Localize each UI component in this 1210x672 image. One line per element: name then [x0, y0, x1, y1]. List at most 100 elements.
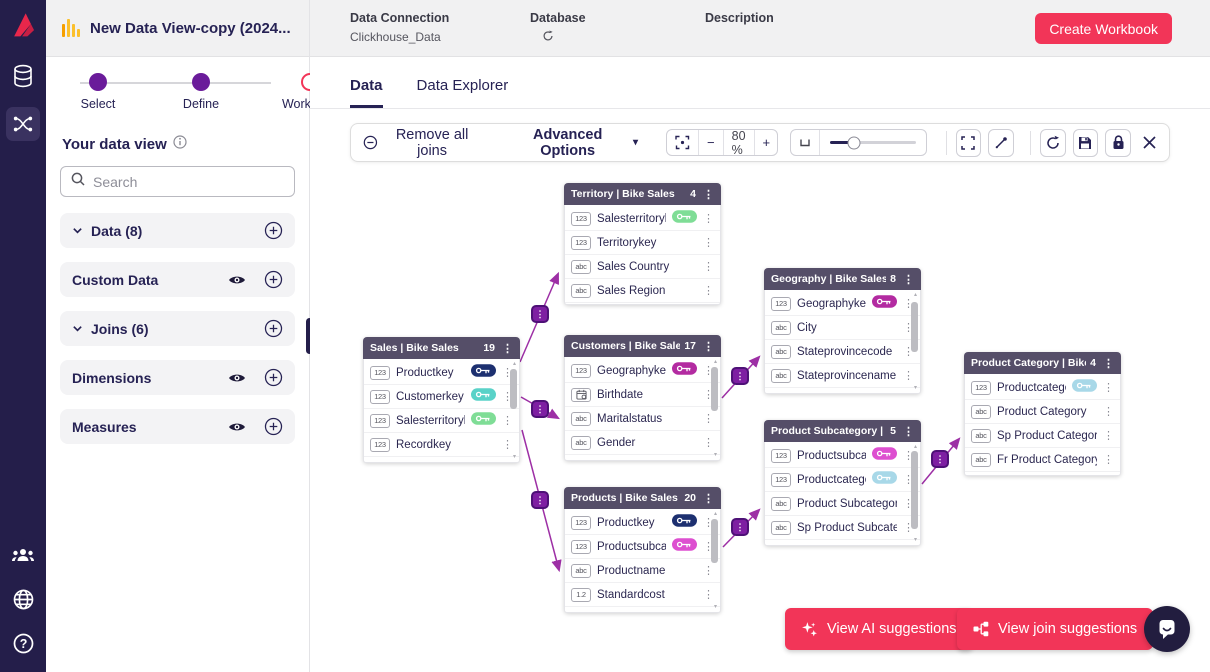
field-row[interactable]: Birthdate ⋮ — [565, 383, 720, 407]
scroll-up-icon[interactable]: ▴ — [913, 444, 917, 450]
scroll-down-icon[interactable]: ▾ — [913, 537, 917, 543]
field-row[interactable]: 123 Territorykey ⋮ — [565, 231, 720, 255]
field-row[interactable]: abc Fr Product Category ⋮ — [965, 448, 1120, 472]
field-menu-icon[interactable]: ⋮ — [703, 541, 714, 553]
add-icon[interactable] — [264, 368, 283, 387]
field-menu-icon[interactable]: ⋮ — [502, 415, 513, 427]
globe-icon[interactable] — [6, 582, 40, 616]
join-settings-badge[interactable]: ⋮ — [531, 491, 549, 509]
field-row[interactable]: abc Sales Country ⋮ — [565, 255, 720, 279]
field-row[interactable]: 1.2 Standardcost ⋮ — [565, 583, 720, 607]
field-menu-icon[interactable]: ⋮ — [1103, 382, 1114, 394]
scroll-up-icon[interactable]: ▴ — [713, 359, 717, 365]
field-menu-icon[interactable]: ⋮ — [903, 298, 914, 310]
field-menu-icon[interactable]: ⋮ — [903, 522, 914, 534]
field-row[interactable]: abc Productname ⋮ — [565, 559, 720, 583]
search-input[interactable] — [93, 173, 285, 190]
help-icon[interactable]: ? — [6, 626, 40, 660]
table-card-customers[interactable]: Customers | Bike Sales 17 ⋮ 123 Geographykey… — [564, 335, 721, 461]
table-menu-icon[interactable]: ⋮ — [903, 273, 914, 286]
zoom-out-button[interactable]: − — [699, 130, 724, 155]
card-scrollbar[interactable] — [911, 451, 918, 529]
table-menu-icon[interactable]: ⋮ — [903, 425, 914, 438]
field-row[interactable]: abc Stateprovincename ⋮ — [765, 364, 920, 388]
eye-icon[interactable] — [228, 274, 246, 286]
sidebar-group-dimensions[interactable]: Dimensions — [60, 360, 295, 395]
field-menu-icon[interactable]: ⋮ — [703, 413, 714, 425]
add-icon[interactable] — [264, 319, 283, 338]
scroll-up-icon[interactable]: ▴ — [512, 361, 516, 367]
field-menu-icon[interactable]: ⋮ — [703, 437, 714, 449]
create-workbook-button[interactable]: Create Workbook — [1035, 13, 1172, 44]
field-menu-icon[interactable]: ⋮ — [703, 365, 714, 377]
field-row[interactable]: abc City ⋮ — [765, 316, 920, 340]
zoom-slider-thumb[interactable] — [847, 136, 861, 149]
table-card-geography[interactable]: Geography | Bike Sales 8 ⋮ 123 Geographykey ⋮… — [764, 268, 921, 394]
table-card-territory[interactable]: Territory | Bike Sales 4 ⋮ 123 Salesterritor… — [564, 183, 721, 305]
database-nav-icon[interactable] — [6, 59, 40, 93]
scroll-down-icon[interactable]: ▾ — [512, 454, 516, 460]
card-scrollbar[interactable] — [711, 519, 718, 563]
zoom-slider[interactable] — [830, 136, 916, 149]
scroll-down-icon[interactable]: ▾ — [713, 604, 717, 610]
field-menu-icon[interactable]: ⋮ — [703, 213, 714, 225]
field-row[interactable]: abc Product Category ⋮ — [965, 400, 1120, 424]
field-menu-icon[interactable]: ⋮ — [703, 389, 714, 401]
sidebar-group-measures[interactable]: Measures — [60, 409, 295, 444]
add-icon[interactable] — [264, 417, 283, 436]
field-menu-icon[interactable]: ⋮ — [903, 322, 914, 334]
stepper-step-select[interactable]: Select — [66, 73, 130, 111]
table-card-header[interactable]: Sales | Bike Sales 19 ⋮ — [363, 337, 520, 359]
table-menu-icon[interactable]: ⋮ — [703, 492, 714, 505]
table-menu-icon[interactable]: ⋮ — [703, 340, 714, 353]
field-menu-icon[interactable]: ⋮ — [1103, 454, 1114, 466]
card-scrollbar[interactable] — [711, 367, 718, 411]
field-menu-icon[interactable]: ⋮ — [903, 450, 914, 462]
field-row[interactable]: 123 Salesterritorykey ⋮ — [565, 207, 720, 231]
field-row[interactable]: 123 Productcategoryk... ⋮ — [965, 376, 1120, 400]
field-menu-icon[interactable]: ⋮ — [703, 589, 714, 601]
sidebar-resize-handle[interactable] — [306, 318, 313, 354]
add-icon[interactable] — [264, 270, 283, 289]
field-row[interactable]: abc Sp Product Subcateg... ⋮ — [765, 516, 920, 540]
field-row[interactable]: 123 Productsubcat... ⋮ — [565, 535, 720, 559]
scroll-down-icon[interactable]: ▾ — [913, 385, 917, 391]
join-settings-badge[interactable]: ⋮ — [931, 450, 949, 468]
field-row[interactable]: abc Stateprovincecode ⋮ — [765, 340, 920, 364]
table-menu-icon[interactable]: ⋮ — [502, 342, 513, 355]
field-menu-icon[interactable]: ⋮ — [502, 439, 513, 451]
table-card-header[interactable]: Territory | Bike Sales 4 ⋮ — [564, 183, 721, 205]
field-row[interactable]: 123 Geographykey ⋮ — [765, 292, 920, 316]
sidebar-group-joins-6-[interactable]: Joins (6) — [60, 311, 295, 346]
zoom-in-button[interactable]: + — [755, 130, 778, 155]
field-row[interactable]: 123 Productkey ⋮ — [565, 511, 720, 535]
field-menu-icon[interactable]: ⋮ — [703, 517, 714, 529]
field-menu-icon[interactable]: ⋮ — [703, 285, 714, 297]
remove-all-joins-button[interactable]: Remove all joins — [363, 127, 478, 159]
advanced-options-dropdown[interactable]: Advanced Options ▾ — [512, 127, 638, 159]
brand-logo[interactable] — [8, 8, 38, 45]
field-menu-icon[interactable]: ⋮ — [703, 565, 714, 577]
card-scrollbar[interactable] — [911, 302, 918, 352]
table-card-products[interactable]: Products | Bike Sales 20 ⋮ 123 Productkey ⋮ 12… — [564, 487, 721, 613]
field-menu-icon[interactable]: ⋮ — [703, 261, 714, 273]
field-row[interactable]: abc Product Subcategory ⋮ — [765, 492, 920, 516]
field-menu-icon[interactable]: ⋮ — [903, 346, 914, 358]
tab-data[interactable]: Data — [350, 77, 383, 108]
join-settings-badge[interactable]: ⋮ — [531, 400, 549, 418]
field-menu-icon[interactable]: ⋮ — [903, 474, 914, 486]
field-menu-icon[interactable]: ⋮ — [502, 391, 513, 403]
field-row[interactable]: abc Gender ⋮ — [565, 431, 720, 455]
table-card-header[interactable]: Product Subcategory | Bik... 5 ⋮ — [764, 420, 921, 442]
field-menu-icon[interactable]: ⋮ — [1103, 406, 1114, 418]
field-menu-icon[interactable]: ⋮ — [903, 498, 914, 510]
close-toolbar-button[interactable] — [1142, 135, 1157, 150]
field-menu-icon[interactable]: ⋮ — [502, 367, 513, 379]
scroll-up-icon[interactable]: ▴ — [913, 292, 917, 298]
table-menu-icon[interactable]: ⋮ — [1103, 357, 1114, 370]
card-scrollbar[interactable] — [510, 369, 517, 409]
table-card-subcategory[interactable]: Product Subcategory | Bik... 5 ⋮ 123 Product… — [764, 420, 921, 546]
view-ai-suggestions-button[interactable]: View AI suggestions — [785, 608, 973, 650]
table-menu-icon[interactable]: ⋮ — [703, 188, 714, 201]
join-settings-badge[interactable]: ⋮ — [731, 367, 749, 385]
